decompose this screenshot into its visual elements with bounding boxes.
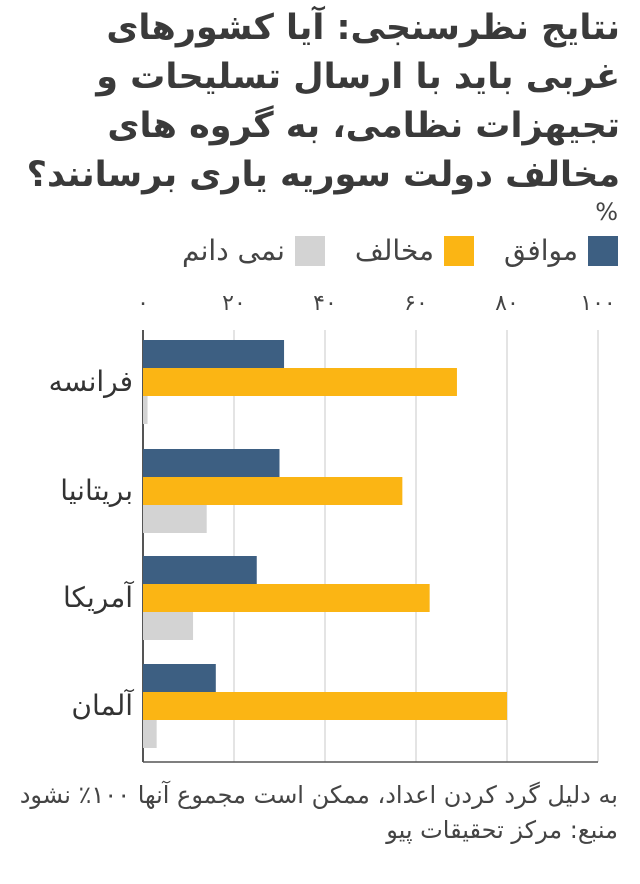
tick-label: ۲۰ (222, 291, 246, 316)
bar-oppose (143, 477, 403, 505)
category-label: آلمان (71, 689, 134, 722)
bar-oppose (143, 692, 507, 720)
footnote: به دلیل گرد کردن اعداد، ممکن است مجموع آ… (18, 778, 618, 848)
bar-agree (143, 449, 280, 477)
legend-item-oppose: مخالف (354, 234, 475, 267)
legend-item-dontknow: نمی دانم (182, 234, 325, 267)
bar-dontknow (143, 505, 207, 533)
bar-oppose (143, 368, 457, 396)
tick-label: ۰ (137, 291, 149, 316)
legend-swatch-oppose (444, 235, 475, 266)
bar-agree (143, 340, 285, 368)
category-label: فرانسه (49, 365, 133, 398)
bar-dontknow (143, 612, 194, 640)
tick-label: ۴۰ (313, 291, 337, 316)
bar-dontknow (143, 720, 157, 748)
bar-dontknow (143, 396, 148, 424)
legend: موافق مخالف نمی دانم (182, 234, 618, 267)
bar-agree (143, 664, 216, 692)
legend-label-dontknow: نمی دانم (181, 234, 285, 267)
source-note: منبع: مرکز تحقیقات پیو (386, 816, 618, 844)
legend-swatch-dontknow (294, 235, 325, 266)
legend-item-agree: موافق (504, 234, 618, 267)
tick-label: ۶۰ (404, 291, 428, 316)
tick-label: ۱۰۰ (580, 291, 615, 316)
bar-agree (143, 556, 257, 584)
tick-label: ۸۰ (495, 291, 519, 316)
legend-swatch-agree (588, 235, 618, 266)
unit-label: % (595, 198, 618, 226)
category-label: آمریکا (63, 581, 134, 614)
bar-oppose (143, 584, 430, 612)
legend-label-agree: موافق (504, 234, 578, 267)
rounding-note: به دلیل گرد کردن اعداد، ممکن است مجموع آ… (19, 781, 618, 809)
category-label: بریتانیا (60, 474, 133, 507)
chart-title: نتایج نظرسنجی: آیا کشورهای غربی باید با … (26, 8, 620, 195)
legend-label-oppose: مخالف (354, 234, 435, 267)
